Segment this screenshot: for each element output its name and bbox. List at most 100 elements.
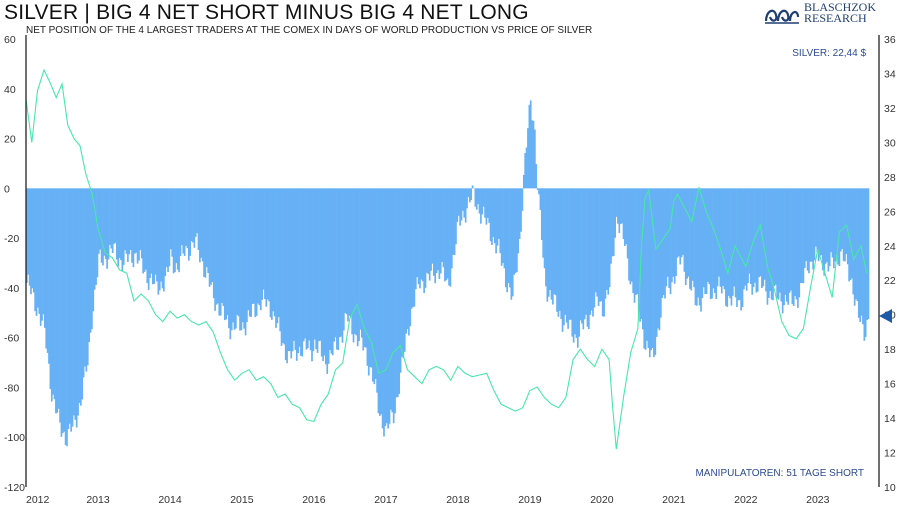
net-position-bar xyxy=(48,188,50,364)
net-position-bar xyxy=(531,120,533,189)
net-position-bar xyxy=(863,188,866,341)
net-position-bar xyxy=(759,188,762,277)
net-position-bar xyxy=(338,188,341,338)
net-position-bar xyxy=(201,188,204,262)
net-position-bar xyxy=(302,188,305,342)
net-position-bar xyxy=(142,188,144,274)
net-position-bar xyxy=(165,188,168,268)
net-position-bar xyxy=(276,188,279,324)
net-position-bar xyxy=(150,188,153,274)
net-position-bar xyxy=(726,188,729,307)
net-position-bar xyxy=(661,188,664,298)
net-position-bar xyxy=(345,188,348,315)
net-position-bar xyxy=(135,188,138,253)
net-position-bar xyxy=(266,188,269,300)
net-position-bar xyxy=(200,188,203,258)
net-position-bar xyxy=(128,188,131,255)
net-position-bar xyxy=(395,188,398,398)
net-position-bar xyxy=(812,188,814,270)
net-position-bar xyxy=(680,188,683,258)
net-position-bar xyxy=(160,188,162,282)
net-position-bar xyxy=(810,188,813,262)
net-position-bar xyxy=(189,188,192,256)
net-position-bar xyxy=(489,188,492,242)
net-position-bar xyxy=(298,188,301,347)
net-position-bar xyxy=(341,188,344,343)
net-position-bar xyxy=(85,188,88,372)
net-position-bar xyxy=(646,188,648,341)
net-position-bar xyxy=(145,188,147,270)
net-position-bar xyxy=(466,188,468,209)
net-position-bar xyxy=(417,188,420,285)
net-position-bar xyxy=(269,188,272,318)
net-position-bar xyxy=(589,188,592,315)
net-position-bar xyxy=(797,188,799,308)
net-position-bar xyxy=(509,188,511,288)
net-position-bar xyxy=(784,188,787,295)
net-position-bar xyxy=(151,188,154,285)
net-position-bar xyxy=(532,120,535,189)
net-position-bar xyxy=(294,188,297,350)
right-axis-tick-label: 36 xyxy=(884,34,896,46)
net-position-bar xyxy=(282,188,284,343)
net-position-bar xyxy=(761,188,763,288)
net-position-bar xyxy=(701,188,704,298)
net-position-bar xyxy=(235,188,237,329)
net-position-bar xyxy=(618,188,621,234)
blaschzok-research-logo: BLASCHZOK RESEARCH xyxy=(764,1,900,27)
net-position-bar xyxy=(648,188,651,358)
net-position-bar xyxy=(723,188,726,290)
net-position-bar xyxy=(61,188,64,433)
net-position-bar xyxy=(467,188,470,198)
net-position-bar xyxy=(444,188,446,282)
net-position-bar xyxy=(88,188,90,343)
net-position-bar xyxy=(450,188,453,269)
net-position-bar xyxy=(500,188,503,266)
net-position-bar xyxy=(354,188,356,334)
net-position-bar xyxy=(468,188,471,203)
net-position-bar xyxy=(96,188,99,278)
net-position-bar xyxy=(147,188,150,290)
net-position-bar xyxy=(229,188,232,340)
net-position-bar xyxy=(779,188,781,293)
net-position-bar xyxy=(715,188,718,300)
net-position-bar xyxy=(601,188,604,317)
net-position-bar xyxy=(564,188,567,315)
net-position-bar xyxy=(650,188,652,351)
net-position-bar xyxy=(783,188,785,306)
net-position-bar xyxy=(168,188,171,267)
net-position-bar xyxy=(502,188,504,263)
net-position-bar xyxy=(251,188,254,305)
net-position-bar xyxy=(307,188,309,349)
net-position-bar xyxy=(68,188,71,424)
net-position-bar xyxy=(373,188,376,385)
net-position-bar xyxy=(534,129,536,189)
net-position-bar xyxy=(561,188,564,332)
net-position-bar xyxy=(745,188,748,291)
net-position-bar xyxy=(67,188,70,429)
net-position-bar xyxy=(262,188,265,290)
net-position-bar xyxy=(492,188,495,238)
net-position-bar xyxy=(767,188,770,298)
net-position-bar xyxy=(86,188,89,366)
net-position-bar xyxy=(356,188,359,347)
net-position-bar xyxy=(705,188,708,294)
net-position-bar xyxy=(26,188,28,283)
net-position-bar xyxy=(833,188,835,269)
net-position-bar xyxy=(675,188,677,277)
net-position-bar xyxy=(637,188,640,312)
net-position-bar xyxy=(403,188,406,352)
net-position-bar xyxy=(838,188,841,267)
net-position-bar xyxy=(127,188,129,262)
net-position-bar xyxy=(255,188,258,316)
net-position-bar xyxy=(748,188,751,274)
net-position-bar xyxy=(176,188,179,270)
net-position-bar xyxy=(244,188,247,336)
net-position-bar xyxy=(617,188,619,224)
silver-price-line xyxy=(25,68,868,450)
x-axis-tick-label: 2017 xyxy=(374,494,398,506)
net-position-bar xyxy=(639,188,641,322)
net-position-bar xyxy=(401,188,403,357)
net-position-bar xyxy=(683,188,686,272)
net-position-bar xyxy=(849,188,852,281)
